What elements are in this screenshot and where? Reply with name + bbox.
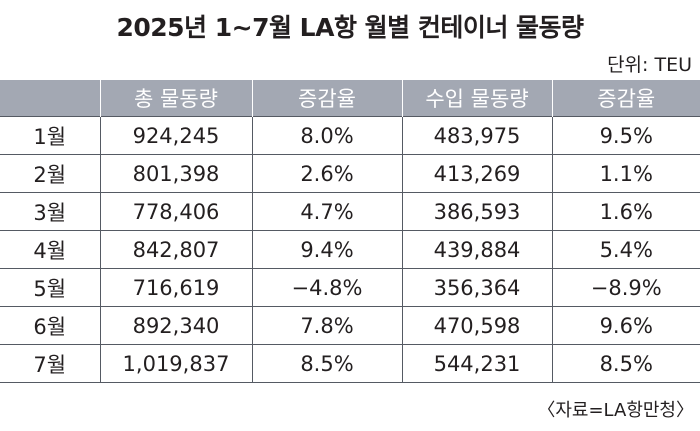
import-volume-cell: 356,364 xyxy=(401,268,552,307)
total-volume-cell: 1,019,837 xyxy=(99,344,252,383)
total-volume-cell: 892,340 xyxy=(99,306,252,345)
import-change-cell: 1.6% xyxy=(551,192,700,231)
total-change-cell: −4.8% xyxy=(251,268,402,307)
unit-label: 단위: TEU xyxy=(607,54,692,76)
table-row: 4월 842,807 9.4% 439,884 5.4% xyxy=(0,230,700,269)
table-row: 1월 924,245 8.0% 483,975 9.5% xyxy=(0,116,700,155)
table-row: 5월 716,619 −4.8% 356,364 −8.9% xyxy=(0,268,700,307)
import-volume-cell: 439,884 xyxy=(401,230,552,269)
header-month xyxy=(0,80,100,117)
import-change-cell: 8.5% xyxy=(551,344,700,383)
source-note: 〈자료=LA항만청〉 xyxy=(537,400,694,421)
total-volume-cell: 778,406 xyxy=(99,192,252,231)
total-change-cell: 8.0% xyxy=(251,116,402,155)
import-volume-cell: 544,231 xyxy=(401,344,552,383)
table-title: 2025년 1~7월 LA항 월별 컨테이너 물동량 xyxy=(116,13,584,42)
total-change-cell: 2.6% xyxy=(251,154,402,193)
import-volume-cell: 470,598 xyxy=(401,306,552,345)
total-volume-cell: 924,245 xyxy=(99,116,252,155)
month-cell: 7월 xyxy=(0,344,100,383)
import-volume-cell: 413,269 xyxy=(401,154,552,193)
total-change-cell: 8.5% xyxy=(251,344,402,383)
table-row: 2월 801,398 2.6% 413,269 1.1% xyxy=(0,154,700,193)
import-change-cell: 9.5% xyxy=(551,116,700,155)
import-volume-cell: 483,975 xyxy=(401,116,552,155)
import-change-cell: 1.1% xyxy=(551,154,700,193)
cargo-volume-table: 총 물동량 증감율 수입 물동량 증감율 1월 924,245 8.0% 483… xyxy=(0,80,700,383)
header-import-change: 증감율 xyxy=(551,80,700,117)
import-change-cell: 5.4% xyxy=(551,230,700,269)
month-cell: 3월 xyxy=(0,192,100,231)
total-volume-cell: 716,619 xyxy=(99,268,252,307)
header-total-volume: 총 물동량 xyxy=(99,80,252,117)
import-change-cell: 9.6% xyxy=(551,306,700,345)
table-row: 3월 778,406 4.7% 386,593 1.6% xyxy=(0,192,700,231)
table-row: 6월 892,340 7.8% 470,598 9.6% xyxy=(0,306,700,345)
header-import-volume: 수입 물동량 xyxy=(401,80,552,117)
total-change-cell: 4.7% xyxy=(251,192,402,231)
import-change-cell: −8.9% xyxy=(551,268,700,307)
total-volume-cell: 801,398 xyxy=(99,154,252,193)
month-cell: 1월 xyxy=(0,116,100,155)
total-volume-cell: 842,807 xyxy=(99,230,252,269)
import-volume-cell: 386,593 xyxy=(401,192,552,231)
total-change-cell: 9.4% xyxy=(251,230,402,269)
table-row: 7월 1,019,837 8.5% 544,231 8.5% xyxy=(0,344,700,383)
month-cell: 6월 xyxy=(0,306,100,345)
header-row: 총 물동량 증감율 수입 물동량 증감율 xyxy=(0,80,700,117)
month-cell: 5월 xyxy=(0,268,100,307)
month-cell: 2월 xyxy=(0,154,100,193)
total-change-cell: 7.8% xyxy=(251,306,402,345)
month-cell: 4월 xyxy=(0,230,100,269)
header-total-change: 증감율 xyxy=(251,80,402,117)
